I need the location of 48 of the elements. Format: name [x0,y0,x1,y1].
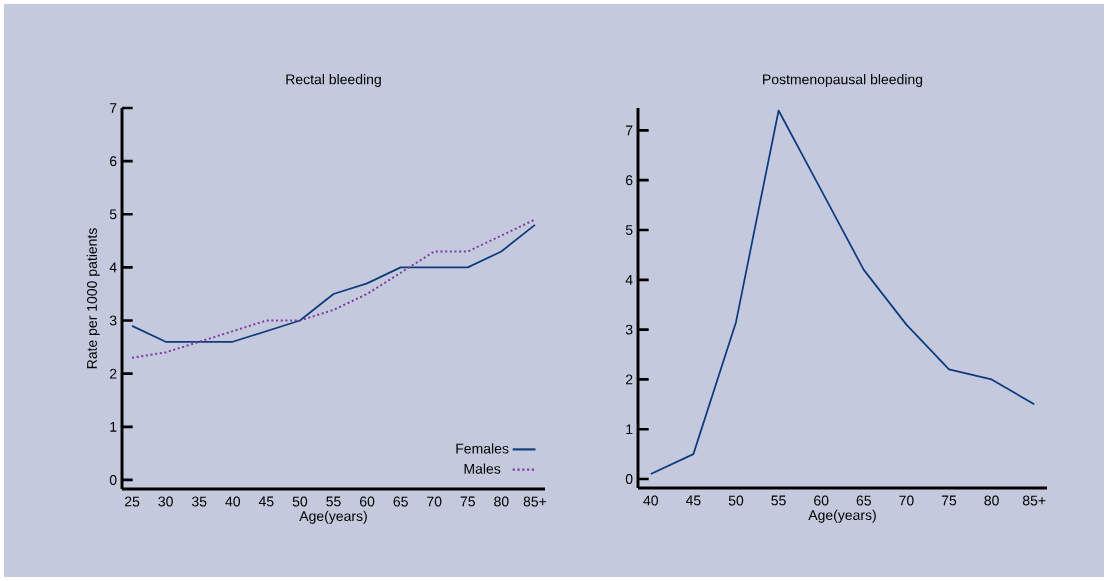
x-tick-label: 85+ [523,496,547,507]
y-tick-label: 1 [110,422,117,432]
y-tick-label: 2 [625,374,633,385]
chart-title: Postmenopausal bleeding [763,74,923,88]
y-tick-label: 3 [109,315,117,326]
y-axis-title: Rate per 1000 patients [86,228,100,369]
x-axis-title: Age(years) [808,509,876,523]
x-tick-label: 35 [191,496,207,507]
x-tick-label: 50 [728,495,744,506]
x-tick-label: 55 [771,495,786,506]
y-tick-label: 5 [625,225,633,235]
y-tick-label: 2 [110,368,117,379]
x-axis-title: Age(years) [299,510,367,524]
y-tick-label: 0 [625,474,633,484]
y-tick-label: 6 [110,156,117,167]
x-tick-label: 70 [427,496,442,507]
line-series [131,218,536,359]
x-tick-label: 30 [158,496,173,507]
legend-label: Females [456,443,509,454]
chart-title: Rectal bleeding [286,74,381,88]
x-tick-label: 45 [258,496,274,507]
x-tick-label: 25 [125,496,140,507]
x-tick-label: 70 [899,495,914,506]
x-tick-label: 75 [460,496,475,507]
y-tick-label: 3 [625,324,633,335]
x-tick-label: 55 [326,496,341,507]
x-tick-label: 60 [814,495,829,506]
y-tick-label: 4 [625,275,633,285]
y-tick-label: 7 [625,125,633,136]
y-tick-label: 7 [110,103,117,113]
x-tick-label: 45 [685,495,701,506]
x-tick-label: 60 [360,496,375,507]
line-series [649,109,1036,475]
x-tick-label: 50 [292,496,308,507]
x-tick-label: 80 [494,496,509,507]
y-tick-label: 1 [626,424,633,435]
y-tick-label: 6 [625,175,633,186]
x-tick-label: 65 [393,496,408,507]
y-tick-label: 4 [109,262,117,273]
x-tick-label: 40 [225,496,241,507]
legend-label: Males [464,463,501,474]
y-tick-label: 0 [109,475,117,485]
y-tick-label: 5 [109,209,117,220]
x-tick-label: 40 [643,495,659,506]
x-tick-label: 80 [984,495,999,506]
x-tick-label: 65 [856,495,871,506]
x-tick-label: 85+ [1022,495,1046,506]
x-tick-label: 75 [941,495,957,506]
